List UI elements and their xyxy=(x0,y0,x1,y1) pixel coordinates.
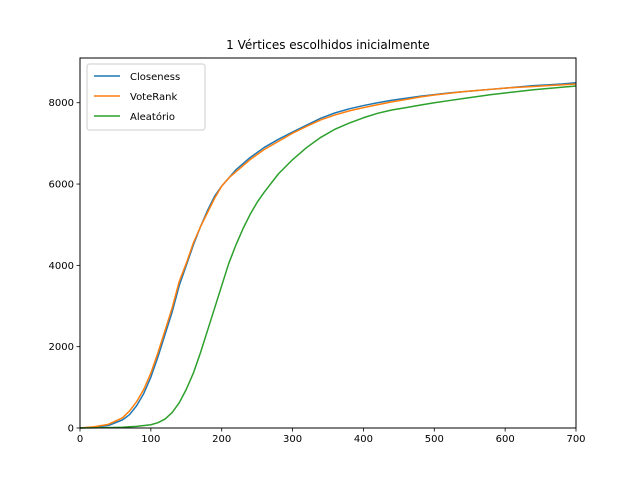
x-tick-label-0: 0 xyxy=(77,434,83,445)
x-tick-label-2: 200 xyxy=(212,434,231,445)
x-tick-label-1: 100 xyxy=(141,434,160,445)
y-axis: 0 2000 4000 6000 8000 xyxy=(49,98,80,435)
x-tick-label-3: 300 xyxy=(283,434,302,445)
series-line-2 xyxy=(79,85,577,429)
x-tick-label-5: 500 xyxy=(425,434,444,445)
y-tick-label-0: 0 xyxy=(68,424,74,435)
legend-label-2: Aleatório xyxy=(130,111,175,123)
y-tick-label-2: 4000 xyxy=(49,261,74,272)
legend: Closeness VoteRank Aleatório xyxy=(86,63,206,131)
series-line-0 xyxy=(79,82,577,429)
y-tick-label-3: 6000 xyxy=(49,180,74,191)
x-tick-label-6: 600 xyxy=(496,434,515,445)
chart-title: 1 Vértices escolhidos inicialmente xyxy=(226,38,430,52)
legend-label-0: Closeness xyxy=(130,72,180,83)
x-tick-label-7: 700 xyxy=(566,434,585,445)
plot-lines xyxy=(79,82,577,429)
plot-frame xyxy=(79,57,577,429)
legend-box xyxy=(86,63,206,131)
y-tick-label-4: 8000 xyxy=(49,98,74,109)
legend-label-1: VoteRank xyxy=(130,92,177,103)
y-tick-label-1: 2000 xyxy=(49,342,74,353)
x-tick-label-4: 400 xyxy=(354,434,373,445)
x-axis: 0 100 200 300 400 500 600 700 xyxy=(77,428,586,445)
series-line-1 xyxy=(79,83,577,429)
